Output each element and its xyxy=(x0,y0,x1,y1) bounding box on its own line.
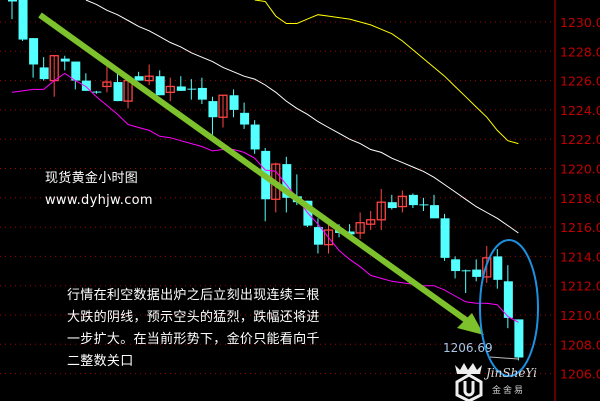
candle-body-up xyxy=(397,195,408,208)
candle-body-down xyxy=(60,58,70,62)
candle-body-down xyxy=(451,259,461,272)
y-tick-label: 1224.0 xyxy=(560,103,600,118)
candle-body-down xyxy=(461,270,471,272)
candle-body-up xyxy=(144,75,154,82)
candle-body-down xyxy=(503,281,513,318)
commentary-line: 大跌的阴线，预示空头的猛烈，跌幅还将进 xyxy=(67,310,320,325)
trend-arrow-head xyxy=(457,313,484,335)
logo-icon xyxy=(455,363,483,401)
y-tick-label: 1226.0 xyxy=(560,74,600,89)
source-title: 现货黄金小时图 xyxy=(45,171,139,186)
candle-body-down xyxy=(134,76,144,81)
commentary-text: 行情在利空数据出炉之后立刻出现连续三根 大跌的阴线，预示空头的猛烈，跌幅还将进 … xyxy=(67,285,367,373)
candle-body-down xyxy=(240,112,250,125)
candle-body-down xyxy=(29,38,39,65)
candle-body-down xyxy=(313,227,323,245)
candle-body-down xyxy=(387,202,397,209)
y-tick-label: 1216.0 xyxy=(560,220,600,235)
y-tick-label: 1228.0 xyxy=(560,44,600,59)
y-tick-label: 1230.0 xyxy=(560,15,600,30)
moving-average-line-0 xyxy=(254,0,519,145)
candle-body-down xyxy=(250,124,260,150)
candle-body-down xyxy=(282,164,292,198)
candle-body-down xyxy=(493,256,503,280)
moving-average-line-2 xyxy=(11,72,519,323)
candle-body-down xyxy=(18,0,28,40)
y-tick-label: 1222.0 xyxy=(560,132,600,147)
candle-body-down xyxy=(8,0,17,2)
candle-body-down xyxy=(155,76,165,96)
candle-body-up xyxy=(218,94,228,118)
candle-body-down xyxy=(472,269,482,277)
watermark-logo: JinSheYi 金舍易 xyxy=(452,361,552,401)
candle-body-down xyxy=(408,194,418,206)
candle-body-down xyxy=(81,80,91,91)
candle-body-up xyxy=(482,257,492,278)
candle-body-down xyxy=(419,204,429,206)
y-tick-label: 1218.0 xyxy=(560,191,600,206)
logo-brand: JinSheYi xyxy=(486,366,537,380)
candle-body-up xyxy=(355,222,365,234)
candle-body-down xyxy=(208,101,218,118)
y-tick-label: 1208.0 xyxy=(560,337,600,352)
candle-body-up xyxy=(102,81,112,88)
y-tick-label: 1206.0 xyxy=(560,367,600,382)
logo-cn: 金舍易 xyxy=(492,386,526,396)
candle-body-down xyxy=(187,88,197,90)
candle-body-down xyxy=(176,86,186,91)
commentary-line: 一步扩大。在当前形势下，金价只能看向千 xyxy=(67,332,320,347)
commentary-line: 二整数关口 xyxy=(67,354,134,369)
y-tick-label: 1210.0 xyxy=(560,308,600,323)
candle-body-down xyxy=(113,82,123,102)
candle-body-down xyxy=(229,95,239,110)
y-tick-label: 1214.0 xyxy=(560,249,600,264)
candle-body-down xyxy=(71,61,81,81)
last-price-line xyxy=(489,356,519,360)
candle-body-down xyxy=(345,231,355,235)
trend-arrow-shaft xyxy=(38,12,468,323)
candle-body-up xyxy=(323,229,334,246)
candle-body-down xyxy=(440,218,450,258)
candle-body-down xyxy=(39,67,49,80)
candle-body-up xyxy=(366,219,376,225)
candle-body-up xyxy=(165,85,175,93)
source-url: www.dyhjw.com xyxy=(45,193,153,208)
candle-body-up xyxy=(376,201,386,221)
candle-body-down xyxy=(92,91,102,93)
highlight-ellipse xyxy=(479,239,539,377)
last-price-label: 1206.69 xyxy=(443,341,493,355)
commentary-line: 行情在利空数据出炉之后立刻出现连续三根 xyxy=(67,288,320,303)
candle-body-down xyxy=(197,87,207,100)
y-tick-label: 1220.0 xyxy=(560,162,600,177)
source-caption: 现货黄金小时图 www.dyhjw.com xyxy=(45,168,153,212)
y-tick-label: 1212.0 xyxy=(560,279,600,294)
moving-average-line-1 xyxy=(85,0,519,234)
candle-body-down xyxy=(514,319,524,358)
candle-body-down xyxy=(430,205,439,219)
